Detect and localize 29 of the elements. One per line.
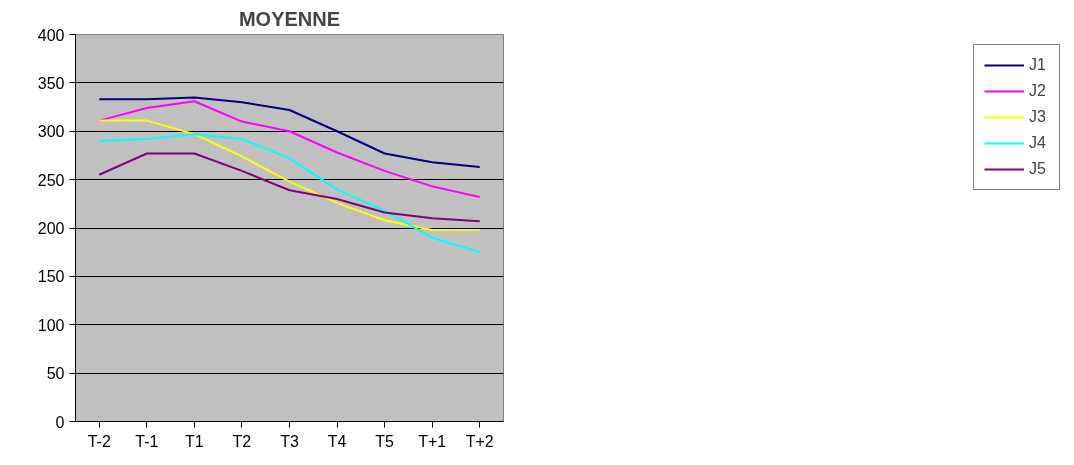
x-tick-label: T-2 [87, 432, 111, 450]
legend-label: J4 [1029, 134, 1047, 152]
y-tick-label: 300 [37, 123, 65, 141]
x-tick-label: T+2 [465, 432, 494, 450]
y-tick-label: 400 [37, 26, 65, 44]
line-series [98, 100, 481, 199]
legend-label: J1 [1029, 56, 1047, 74]
x-tick-label: T5 [375, 432, 395, 450]
line-series [98, 96, 481, 169]
y-tick-label: 150 [37, 268, 65, 286]
y-tick-label: 350 [37, 74, 65, 92]
legend-label: J5 [1029, 160, 1047, 178]
x-tick-label: T1 [185, 432, 204, 450]
y-tick-label: 50 [46, 365, 65, 383]
legend-label: J2 [1029, 82, 1047, 100]
x-tick-label: T-1 [135, 432, 159, 450]
x-tick-label: T2 [232, 432, 252, 450]
y-tick-label: 0 [55, 413, 65, 431]
y-tick-label: 100 [37, 316, 65, 334]
line-series [98, 152, 481, 223]
x-tick-label: T+1 [418, 432, 447, 450]
y-tick-label: 250 [37, 171, 65, 189]
chart-title: MOYENNE [238, 7, 341, 30]
y-tick-label: 200 [37, 220, 65, 237]
x-tick-label: T4 [327, 432, 347, 450]
x-tick-label: T3 [280, 432, 299, 450]
line-series [98, 133, 481, 254]
legend-label: J3 [1029, 108, 1047, 126]
line-series [98, 119, 481, 231]
